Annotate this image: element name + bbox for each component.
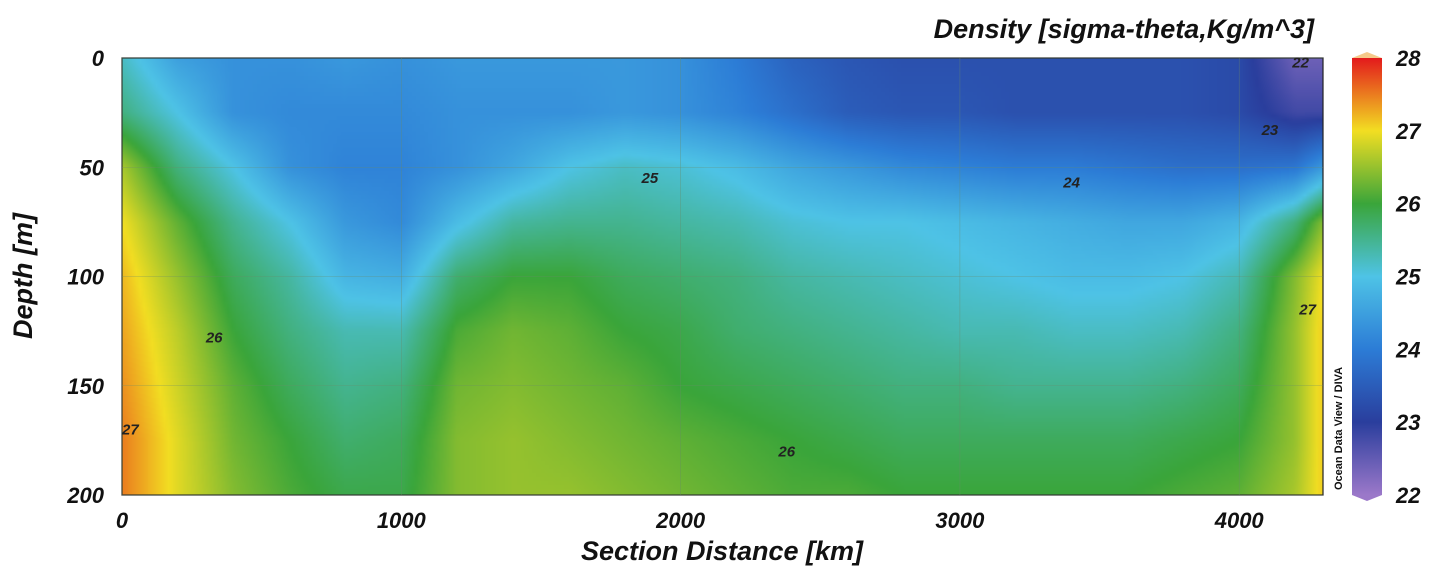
y-tick-label: 100	[67, 265, 104, 290]
y-tick-label: 0	[92, 46, 105, 71]
x-tick-label: 0	[116, 508, 129, 533]
watermark: Ocean Data View / DIVA	[1333, 367, 1345, 490]
colorbar-tick-label: 24	[1395, 337, 1420, 362]
x-axis-label: Section Distance [km]	[581, 536, 864, 566]
contour-label: 23	[1261, 122, 1279, 139]
grid	[121, 57, 1323, 496]
colorbar-top-cap	[1352, 52, 1382, 58]
colorbar-tick-label: 25	[1395, 265, 1421, 290]
y-axis-label: Depth [m]	[8, 212, 38, 339]
colorbar-tick-label: 23	[1395, 410, 1420, 435]
contour-label: 26	[205, 330, 223, 347]
y-tick-label: 50	[80, 155, 105, 180]
contour-label: 22	[1291, 54, 1309, 71]
colorbar-gradient	[1352, 58, 1382, 495]
contour-labels: 22 23 24 25 26 26 27 27	[121, 54, 1317, 460]
contour-label: 26	[777, 443, 795, 460]
x-tick-label: 4000	[1214, 508, 1265, 533]
colorbar-tick-label: 27	[1395, 119, 1422, 144]
x-axis-ticks: 0 1000 2000 3000 4000	[116, 508, 1265, 533]
x-tick-label: 2000	[655, 508, 706, 533]
colorbar: 22 23 24 25 26 27 28	[1352, 46, 1422, 508]
contour-label: 27	[1298, 301, 1316, 318]
colorbar-tick-label: 28	[1395, 46, 1421, 71]
x-tick-label: 3000	[935, 508, 985, 533]
y-tick-label: 200	[66, 483, 104, 508]
colorbar-tick-label: 22	[1395, 483, 1421, 508]
y-tick-label: 150	[67, 374, 104, 399]
contour-label: 27	[121, 421, 139, 438]
contour-label: 25	[641, 170, 659, 187]
colorbar-title: Density [sigma-theta,Kg/m^3]	[934, 14, 1315, 44]
colorbar-tick-label: 26	[1395, 192, 1421, 217]
x-tick-label: 1000	[377, 508, 427, 533]
colorbar-bottom-cap	[1352, 495, 1382, 501]
y-axis-ticks: 0 50 100 150 200	[66, 46, 104, 508]
contour-label: 24	[1062, 175, 1080, 192]
